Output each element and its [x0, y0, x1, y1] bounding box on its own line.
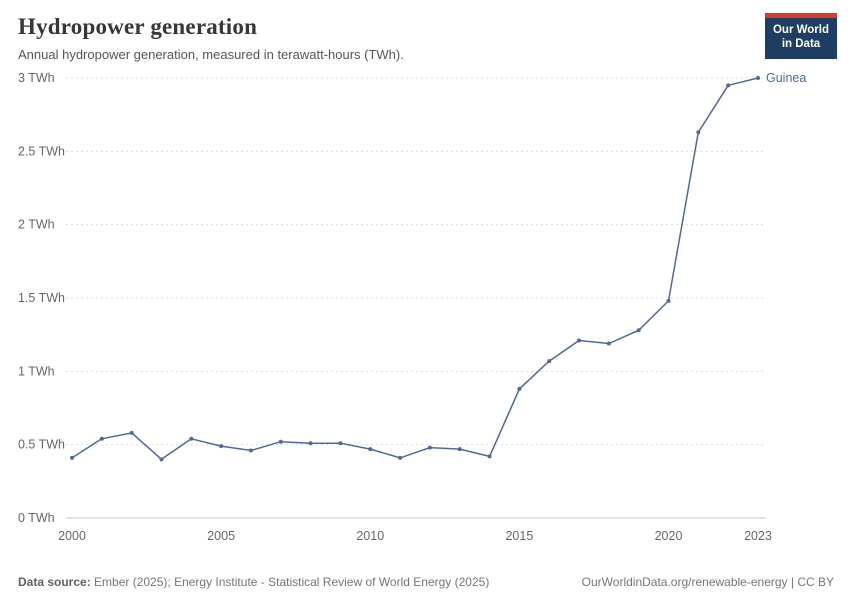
data-point[interactable] — [368, 447, 373, 452]
data-point[interactable] — [487, 454, 492, 459]
data-point[interactable] — [636, 328, 641, 333]
data-point[interactable] — [99, 436, 104, 441]
data-point[interactable] — [308, 441, 313, 446]
data-point[interactable] — [159, 457, 164, 462]
x-tick-label: 2015 — [505, 529, 533, 543]
data-point[interactable] — [756, 76, 760, 80]
data-point[interactable] — [457, 447, 462, 452]
data-point[interactable] — [129, 430, 134, 435]
data-point[interactable] — [726, 83, 731, 88]
x-tick-label: 2020 — [655, 529, 683, 543]
y-tick-label: 1.5 TWh — [18, 291, 65, 305]
x-tick-label: 2023 — [744, 529, 772, 543]
chart-area: 0 TWh 0.5 TWh 1 TWh 1.5 TWh 2 TWh 2.5 TWh 3 TW… — [0, 66, 850, 546]
data-point[interactable] — [248, 448, 253, 453]
hydropower-line-chart[interactable]: 0 TWh 0.5 TWh 1 TWh 1.5 TWh 2 TWh 2.5 TWh 3 TW… — [0, 66, 850, 546]
data-point[interactable] — [696, 130, 701, 135]
owid-url-link[interactable]: OurWorldinData.org/renewable-energy | CC… — [581, 575, 834, 589]
series-line[interactable] — [71, 77, 759, 461]
y-tick-label: 0 TWh — [18, 511, 55, 525]
data-point[interactable] — [219, 444, 224, 449]
chart-footer: Data source: Ember (2025); Energy Instit… — [18, 575, 834, 589]
data-point[interactable] — [278, 439, 283, 444]
y-tick-label: 0.5 TWh — [18, 438, 65, 452]
data-point[interactable] — [666, 298, 671, 303]
data-source-label: Data source: — [18, 575, 91, 589]
x-tick-label: 2005 — [207, 529, 235, 543]
chart-subtitle: Annual hydropower generation, measured i… — [18, 47, 404, 62]
data-point[interactable] — [606, 341, 611, 346]
owid-logo[interactable]: Our World in Data — [765, 13, 837, 59]
page-title: Hydropower generation — [18, 14, 258, 39]
data-point[interactable] — [338, 441, 343, 446]
series-end-label[interactable]: Guinea — [766, 71, 806, 85]
data-point[interactable] — [547, 359, 552, 364]
chart-header: Hydropower generation Annual hydropower … — [0, 0, 850, 62]
data-point[interactable] — [577, 338, 582, 343]
y-tick-label: 2.5 TWh — [18, 144, 65, 158]
data-point[interactable] — [398, 455, 403, 460]
y-tick-label: 2 TWh — [18, 218, 55, 232]
owid-logo-line2: in Data — [781, 38, 821, 51]
data-point[interactable] — [70, 455, 74, 460]
y-tick-label: 3 TWh — [18, 71, 55, 85]
data-source: Data source: Ember (2025); Energy Instit… — [18, 575, 489, 589]
data-source-text: Ember (2025); Energy Institute - Statist… — [90, 575, 490, 589]
x-tick-label: 2000 — [58, 529, 86, 543]
owid-logo-line1: Our World — [772, 24, 829, 36]
data-point[interactable] — [427, 445, 432, 450]
x-tick-label: 2010 — [356, 529, 384, 543]
data-point[interactable] — [517, 386, 522, 391]
data-point[interactable] — [189, 436, 194, 441]
y-tick-label: 1 TWh — [18, 364, 55, 378]
